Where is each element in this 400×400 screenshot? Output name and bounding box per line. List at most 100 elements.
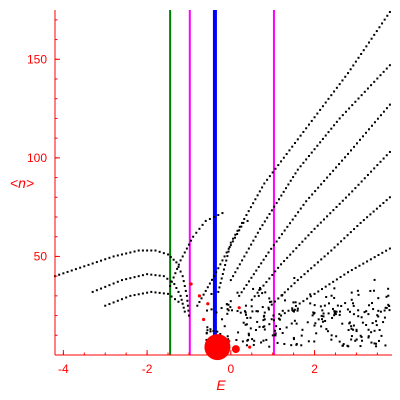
data-point bbox=[262, 258, 265, 261]
data-point bbox=[190, 239, 193, 242]
data-point bbox=[271, 273, 274, 276]
data-point bbox=[336, 304, 339, 307]
data-point bbox=[379, 204, 382, 207]
data-point bbox=[334, 313, 337, 316]
data-point bbox=[379, 74, 382, 77]
data-point bbox=[137, 293, 140, 296]
data-point bbox=[354, 100, 357, 103]
data-point bbox=[146, 249, 149, 252]
data-point bbox=[250, 276, 253, 279]
data-point bbox=[293, 308, 296, 311]
data-point bbox=[385, 249, 388, 252]
data-point bbox=[359, 221, 362, 224]
data-point bbox=[177, 290, 180, 293]
data-point bbox=[386, 14, 389, 17]
data-point bbox=[120, 279, 123, 282]
data-point bbox=[350, 269, 353, 272]
data-point bbox=[347, 72, 350, 75]
data-point bbox=[323, 179, 326, 182]
data-point bbox=[133, 250, 136, 253]
data-point bbox=[226, 308, 229, 311]
data-point bbox=[129, 294, 132, 297]
data-point bbox=[321, 137, 324, 140]
data-point bbox=[355, 330, 358, 333]
data-point bbox=[257, 265, 260, 268]
data-point bbox=[236, 229, 239, 232]
data-point bbox=[283, 342, 286, 345]
data-point bbox=[219, 332, 222, 335]
data-point bbox=[308, 196, 311, 199]
data-point bbox=[204, 219, 207, 222]
data-point bbox=[336, 243, 339, 246]
data-point bbox=[360, 335, 363, 338]
data-point bbox=[205, 331, 208, 334]
data-point bbox=[245, 214, 248, 217]
data-point bbox=[307, 155, 310, 158]
data-point bbox=[158, 250, 161, 253]
data-point bbox=[373, 80, 376, 83]
data-point bbox=[372, 210, 375, 213]
data-point bbox=[262, 319, 265, 322]
data-point bbox=[303, 273, 306, 276]
data-point bbox=[329, 173, 332, 176]
data-point bbox=[385, 107, 388, 110]
data-point bbox=[377, 253, 380, 256]
data-point bbox=[280, 233, 283, 236]
data-point bbox=[227, 309, 230, 312]
data-point bbox=[296, 279, 299, 282]
data-point bbox=[272, 314, 275, 317]
data-point bbox=[177, 300, 180, 303]
data-point bbox=[341, 79, 344, 82]
data-point bbox=[363, 311, 366, 314]
data-point bbox=[95, 289, 98, 292]
data-point bbox=[354, 187, 357, 190]
data-point bbox=[388, 309, 391, 312]
vertical-marker-lines bbox=[169, 10, 275, 355]
data-point bbox=[310, 267, 313, 270]
data-point bbox=[172, 258, 175, 261]
data-point bbox=[326, 252, 329, 255]
data-point bbox=[181, 302, 184, 305]
data-point bbox=[302, 300, 305, 303]
data-point bbox=[373, 167, 376, 170]
data-point bbox=[305, 127, 308, 130]
data-point bbox=[362, 219, 365, 222]
data-point bbox=[344, 302, 347, 305]
data-point bbox=[341, 322, 344, 325]
data-point bbox=[287, 183, 290, 186]
data-point bbox=[268, 277, 271, 280]
y-tick-label: 100 bbox=[27, 151, 47, 165]
data-point bbox=[299, 207, 302, 210]
data-point bbox=[223, 255, 226, 258]
data-point bbox=[347, 271, 350, 274]
data-point bbox=[292, 338, 295, 341]
data-point bbox=[300, 276, 303, 279]
data-point bbox=[281, 332, 284, 335]
data-point bbox=[365, 310, 368, 313]
data-point bbox=[350, 325, 353, 328]
data-point bbox=[169, 285, 172, 287]
data-point bbox=[206, 286, 209, 289]
data-point bbox=[251, 310, 254, 313]
data-point bbox=[322, 312, 325, 315]
data-point bbox=[382, 110, 385, 113]
data-point bbox=[313, 148, 316, 151]
data-point bbox=[258, 325, 261, 328]
data-point bbox=[317, 290, 320, 293]
data-point bbox=[324, 285, 327, 288]
data-point bbox=[62, 272, 65, 275]
data-point bbox=[238, 294, 241, 297]
data-point bbox=[247, 338, 250, 341]
data-point bbox=[208, 217, 211, 220]
data-point bbox=[313, 324, 316, 327]
data-point bbox=[357, 183, 360, 186]
data-point bbox=[353, 228, 356, 231]
data-point bbox=[376, 77, 379, 80]
data-point bbox=[261, 292, 264, 295]
data-point bbox=[274, 300, 277, 303]
data-point bbox=[277, 317, 280, 320]
data-point bbox=[369, 258, 372, 261]
data-point bbox=[241, 340, 244, 343]
data-point bbox=[352, 324, 355, 327]
data-point bbox=[282, 156, 285, 159]
